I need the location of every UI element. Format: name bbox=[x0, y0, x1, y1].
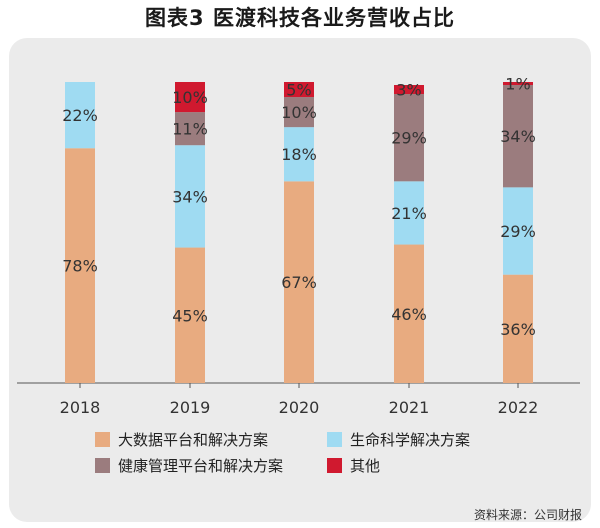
data-label-2020-series-3: 5% bbox=[286, 81, 311, 100]
x-tick-label-2018: 2018 bbox=[60, 398, 101, 417]
legend-item-life-science: 生命科学解决方案 bbox=[327, 429, 470, 450]
data-label-2018-series-0: 78% bbox=[62, 257, 98, 276]
bar-segment-2021-series-3 bbox=[394, 85, 424, 95]
bar-segment-2019-series-0 bbox=[175, 247, 205, 383]
data-label-2019-series-2: 11% bbox=[172, 120, 208, 139]
bar-segment-2021-series-2 bbox=[394, 94, 424, 182]
data-label-2021-series-0: 46% bbox=[391, 305, 427, 324]
data-label-2018-series-1: 22% bbox=[62, 106, 98, 125]
x-tick-label-2019: 2019 bbox=[170, 398, 211, 417]
legend-swatch-big-data bbox=[95, 432, 110, 447]
data-label-2019-series-1: 34% bbox=[172, 187, 208, 206]
data-label-2020-series-1: 18% bbox=[281, 145, 317, 164]
data-label-2021-series-1: 21% bbox=[391, 204, 427, 223]
data-label-2022-series-2: 34% bbox=[500, 127, 536, 146]
bar-segment-2019-series-2 bbox=[175, 112, 205, 146]
legend-swatch-other bbox=[327, 458, 342, 473]
legend-swatch-life-science bbox=[327, 432, 342, 447]
legend-label-life-science: 生命科学解决方案 bbox=[350, 431, 471, 449]
bar-segment-2021-series-0 bbox=[394, 244, 424, 383]
data-label-2022-series-0: 36% bbox=[500, 320, 536, 339]
data-label-2019-series-3: 10% bbox=[172, 88, 208, 107]
legend-item-health-mgmt: 健康管理平台和解决方案 bbox=[95, 455, 283, 476]
bar-segment-2022-series-2 bbox=[503, 85, 533, 188]
bar-segment-2022-series-3 bbox=[503, 82, 533, 86]
data-label-2020-series-0: 67% bbox=[281, 273, 317, 292]
legend-swatch-health-mgmt bbox=[95, 458, 110, 473]
legend-item-big-data: 大数据平台和解决方案 bbox=[95, 429, 268, 450]
bar-segment-2020-series-2 bbox=[284, 97, 314, 128]
legend-label-health-mgmt: 健康管理平台和解决方案 bbox=[118, 457, 284, 475]
x-tick-label-2022: 2022 bbox=[498, 398, 539, 417]
bar-segment-2022-series-1 bbox=[503, 187, 533, 275]
bar-segment-2020-series-3 bbox=[284, 82, 314, 98]
bar-segment-2022-series-0 bbox=[503, 274, 533, 383]
data-label-2020-series-2: 10% bbox=[281, 103, 317, 122]
bar-segment-2020-series-1 bbox=[284, 127, 314, 182]
legend-label-other: 其他 bbox=[350, 457, 381, 475]
bar-segment-2019-series-1 bbox=[175, 145, 205, 248]
legend-item-other: 其他 bbox=[327, 455, 380, 476]
data-label-2022-series-3: 1% bbox=[505, 75, 530, 94]
bar-segment-2018-series-0 bbox=[65, 148, 95, 383]
data-label-2021-series-3: 3% bbox=[396, 81, 421, 100]
data-label-2021-series-2: 29% bbox=[391, 129, 427, 148]
data-label-2022-series-1: 29% bbox=[500, 222, 536, 241]
x-tick-label-2020: 2020 bbox=[279, 398, 320, 417]
source-note: 资料来源：公司财报 bbox=[473, 508, 582, 522]
chart-title: 图表3 医渡科技各业务营收占比 bbox=[145, 6, 455, 30]
bar-segment-2018-series-1 bbox=[65, 82, 95, 149]
legend-label-big-data: 大数据平台和解决方案 bbox=[118, 431, 269, 449]
bar-segment-2021-series-1 bbox=[394, 181, 424, 245]
x-tick-label-2021: 2021 bbox=[389, 398, 430, 417]
bar-segment-2019-series-3 bbox=[175, 82, 205, 113]
bar-segment-2020-series-0 bbox=[284, 181, 314, 383]
data-label-2019-series-0: 45% bbox=[172, 306, 208, 325]
